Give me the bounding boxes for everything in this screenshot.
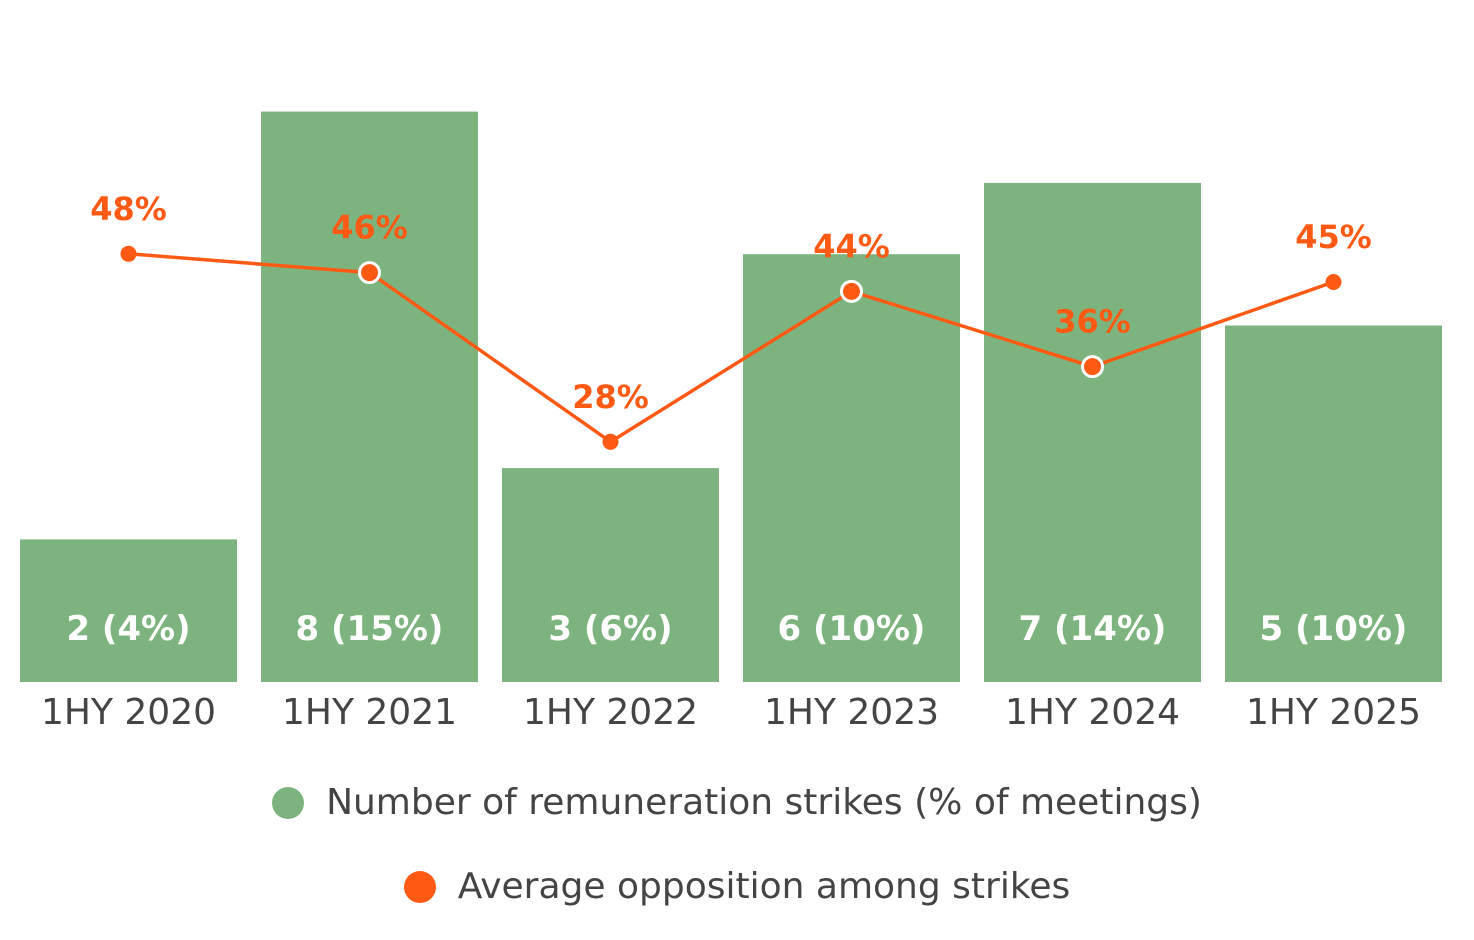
line-label-2: 46% (331, 209, 408, 247)
legend-line-label: Average opposition among strikes (457, 866, 1071, 907)
bar-label-3: 3 (6%) (548, 609, 672, 649)
x-tick-label-4: 1HY 2023 (764, 692, 939, 733)
legend-bar-swatch (272, 786, 305, 819)
line-label-6: 45% (1295, 218, 1372, 256)
line-point-1 (120, 245, 137, 262)
bar-label-6: 5 (10%) (1260, 609, 1408, 649)
bar-label-4: 6 (10%) (778, 609, 926, 649)
x-tick-label-2: 1HY 2021 (282, 692, 457, 733)
bar-4 (743, 254, 960, 682)
line-point-3 (602, 433, 619, 450)
bar-6 (1225, 325, 1442, 682)
bar-label-1: 2 (4%) (66, 609, 190, 649)
bar-3 (502, 468, 719, 682)
legend-line-swatch (403, 870, 436, 903)
line-label-5: 36% (1054, 303, 1131, 341)
x-tick-label-3: 1HY 2022 (523, 692, 698, 733)
bar-5 (984, 182, 1201, 682)
line-point-5 (1081, 355, 1104, 379)
legend-bar-item: Number of remuneration strikes (% of mee… (0, 782, 1474, 823)
line-label-1: 48% (90, 190, 167, 228)
bar-label-5: 7 (14%) (1019, 609, 1167, 649)
bar-label-2: 8 (15%) (296, 609, 444, 649)
legend-bar-label: Number of remuneration strikes (% of mee… (326, 782, 1202, 823)
opposition-line (128, 252, 1335, 444)
line-label-4: 44% (813, 227, 890, 265)
line-point-6 (1325, 274, 1342, 290)
x-tick-label-5: 1HY 2024 (1005, 692, 1180, 733)
line-label-3: 28% (572, 378, 649, 416)
bar-1 (20, 539, 237, 682)
bar-2 (261, 111, 478, 683)
legend-line-item: Average opposition among strikes (0, 866, 1474, 907)
x-tick-label-6: 1HY 2025 (1246, 692, 1421, 733)
line-point-4 (840, 279, 863, 303)
line-point-2 (358, 261, 381, 285)
combo-chart: 2 (4%) 8 (15%) 3 (6%) 6 (10%) 7 (14%) 5 (10%)… (20, 111, 1442, 733)
x-tick-label-1: 1HY 2020 (41, 692, 216, 733)
